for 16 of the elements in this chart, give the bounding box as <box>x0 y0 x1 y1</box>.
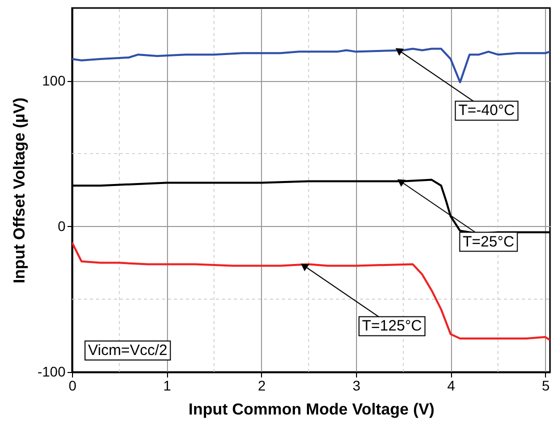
x-tick-label: 5 <box>542 378 550 394</box>
y-tick-label: -100 <box>37 364 66 380</box>
annotation: Vicm=Vcc/2 <box>88 342 168 359</box>
y-axis-title: Input Offset Voltage (µV) <box>11 98 28 284</box>
annotation: T=-40°C <box>458 102 515 120</box>
annotation: T=25°C <box>462 233 514 250</box>
y-tick-label: 100 <box>42 72 66 88</box>
x-axis-title: Input Common Mode Voltage (V) <box>188 402 434 418</box>
x-tick-label: 4 <box>447 378 456 394</box>
x-tick-label: 0 <box>68 378 77 394</box>
x-tick-label: 1 <box>163 378 172 394</box>
annotation: T=125°C <box>362 318 422 335</box>
x-tick-label: 2 <box>258 378 266 394</box>
x-tick-label: 3 <box>352 378 361 394</box>
line-series <box>72 48 550 84</box>
y-tick-label: 0 <box>58 218 66 234</box>
